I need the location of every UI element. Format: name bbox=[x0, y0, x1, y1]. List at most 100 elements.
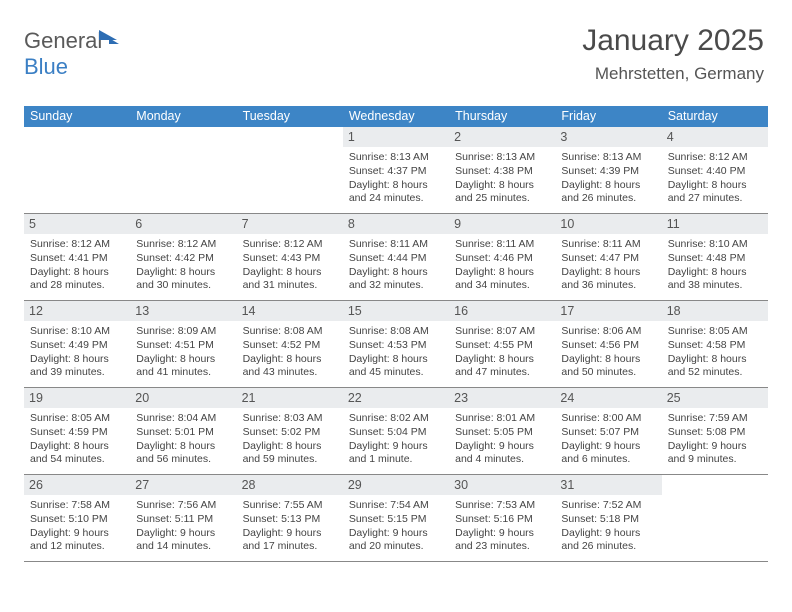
dl2-text: and 52 minutes. bbox=[668, 366, 762, 380]
day-number: 15 bbox=[343, 301, 449, 321]
day-number: 31 bbox=[555, 475, 661, 495]
dl1-text: Daylight: 8 hours bbox=[136, 353, 230, 367]
sunset-text: Sunset: 4:37 PM bbox=[349, 165, 443, 179]
sunset-text: Sunset: 4:55 PM bbox=[455, 339, 549, 353]
day-number: 19 bbox=[24, 388, 130, 408]
sunset-text: Sunset: 4:38 PM bbox=[455, 165, 549, 179]
location-subtitle: Mehrstetten, Germany bbox=[582, 64, 764, 84]
day-cell: 29Sunrise: 7:54 AMSunset: 5:15 PMDayligh… bbox=[343, 475, 449, 561]
brand-name-2: Blue bbox=[24, 54, 68, 79]
day-cell: 1Sunrise: 8:13 AMSunset: 4:37 PMDaylight… bbox=[343, 127, 449, 213]
sunset-text: Sunset: 5:15 PM bbox=[349, 513, 443, 527]
day-cell bbox=[24, 127, 130, 213]
day-cell: 12Sunrise: 8:10 AMSunset: 4:49 PMDayligh… bbox=[24, 301, 130, 387]
sunrise-text: Sunrise: 8:11 AM bbox=[561, 238, 655, 252]
sunrise-text: Sunrise: 7:58 AM bbox=[30, 499, 124, 513]
dl2-text: and 47 minutes. bbox=[455, 366, 549, 380]
sunset-text: Sunset: 4:46 PM bbox=[455, 252, 549, 266]
day-number: 4 bbox=[662, 127, 768, 147]
day-number: 22 bbox=[343, 388, 449, 408]
week-row: 26Sunrise: 7:58 AMSunset: 5:10 PMDayligh… bbox=[24, 475, 768, 562]
dl2-text: and 25 minutes. bbox=[455, 192, 549, 206]
sunrise-text: Sunrise: 8:12 AM bbox=[30, 238, 124, 252]
dl2-text: and 6 minutes. bbox=[561, 453, 655, 467]
dl1-text: Daylight: 9 hours bbox=[455, 440, 549, 454]
dl2-text: and 20 minutes. bbox=[349, 540, 443, 554]
day-number: 30 bbox=[449, 475, 555, 495]
sunset-text: Sunset: 4:52 PM bbox=[243, 339, 337, 353]
week-row: 1Sunrise: 8:13 AMSunset: 4:37 PMDaylight… bbox=[24, 127, 768, 214]
brand-logo: General Blue bbox=[24, 28, 119, 80]
sunrise-text: Sunrise: 7:52 AM bbox=[561, 499, 655, 513]
dl2-text: and 1 minute. bbox=[349, 453, 443, 467]
dl2-text: and 32 minutes. bbox=[349, 279, 443, 293]
sunset-text: Sunset: 4:39 PM bbox=[561, 165, 655, 179]
dl1-text: Daylight: 8 hours bbox=[668, 266, 762, 280]
dayhead-thu: Thursday bbox=[449, 106, 555, 127]
day-number: 8 bbox=[343, 214, 449, 234]
sunrise-text: Sunrise: 8:11 AM bbox=[349, 238, 443, 252]
dl2-text: and 26 minutes. bbox=[561, 540, 655, 554]
day-cell: 18Sunrise: 8:05 AMSunset: 4:58 PMDayligh… bbox=[662, 301, 768, 387]
dl1-text: Daylight: 8 hours bbox=[561, 179, 655, 193]
dl2-text: and 14 minutes. bbox=[136, 540, 230, 554]
dl1-text: Daylight: 9 hours bbox=[668, 440, 762, 454]
day-number: 9 bbox=[449, 214, 555, 234]
day-cell bbox=[130, 127, 236, 213]
dl1-text: Daylight: 8 hours bbox=[243, 353, 337, 367]
day-cell: 11Sunrise: 8:10 AMSunset: 4:48 PMDayligh… bbox=[662, 214, 768, 300]
day-cell: 2Sunrise: 8:13 AMSunset: 4:38 PMDaylight… bbox=[449, 127, 555, 213]
sunrise-text: Sunrise: 8:02 AM bbox=[349, 412, 443, 426]
dl1-text: Daylight: 9 hours bbox=[136, 527, 230, 541]
sunset-text: Sunset: 4:40 PM bbox=[668, 165, 762, 179]
sunset-text: Sunset: 5:10 PM bbox=[30, 513, 124, 527]
dl1-text: Daylight: 9 hours bbox=[349, 440, 443, 454]
day-number: 21 bbox=[237, 388, 343, 408]
sunset-text: Sunset: 5:18 PM bbox=[561, 513, 655, 527]
sunrise-text: Sunrise: 8:12 AM bbox=[136, 238, 230, 252]
day-cell: 8Sunrise: 8:11 AMSunset: 4:44 PMDaylight… bbox=[343, 214, 449, 300]
dayhead-sat: Saturday bbox=[662, 106, 768, 127]
week-row: 12Sunrise: 8:10 AMSunset: 4:49 PMDayligh… bbox=[24, 301, 768, 388]
dl1-text: Daylight: 8 hours bbox=[455, 266, 549, 280]
dayhead-tue: Tuesday bbox=[237, 106, 343, 127]
sunrise-text: Sunrise: 7:56 AM bbox=[136, 499, 230, 513]
sunset-text: Sunset: 5:02 PM bbox=[243, 426, 337, 440]
sunrise-text: Sunrise: 8:06 AM bbox=[561, 325, 655, 339]
sunrise-text: Sunrise: 8:07 AM bbox=[455, 325, 549, 339]
day-cell: 20Sunrise: 8:04 AMSunset: 5:01 PMDayligh… bbox=[130, 388, 236, 474]
day-number: 18 bbox=[662, 301, 768, 321]
page-title: January 2025 bbox=[582, 24, 764, 58]
dl1-text: Daylight: 8 hours bbox=[349, 266, 443, 280]
day-number: 16 bbox=[449, 301, 555, 321]
sunset-text: Sunset: 5:04 PM bbox=[349, 426, 443, 440]
dl2-text: and 45 minutes. bbox=[349, 366, 443, 380]
day-number: 1 bbox=[343, 127, 449, 147]
day-number: 7 bbox=[237, 214, 343, 234]
sunrise-text: Sunrise: 7:54 AM bbox=[349, 499, 443, 513]
dl2-text: and 39 minutes. bbox=[30, 366, 124, 380]
sunset-text: Sunset: 4:58 PM bbox=[668, 339, 762, 353]
day-cell: 23Sunrise: 8:01 AMSunset: 5:05 PMDayligh… bbox=[449, 388, 555, 474]
day-cell: 3Sunrise: 8:13 AMSunset: 4:39 PMDaylight… bbox=[555, 127, 661, 213]
day-number: 20 bbox=[130, 388, 236, 408]
dl2-text: and 43 minutes. bbox=[243, 366, 337, 380]
dl2-text: and 4 minutes. bbox=[455, 453, 549, 467]
day-cell: 10Sunrise: 8:11 AMSunset: 4:47 PMDayligh… bbox=[555, 214, 661, 300]
dl1-text: Daylight: 9 hours bbox=[243, 527, 337, 541]
dayhead-sun: Sunday bbox=[24, 106, 130, 127]
sunrise-text: Sunrise: 8:09 AM bbox=[136, 325, 230, 339]
dl2-text: and 56 minutes. bbox=[136, 453, 230, 467]
day-cell: 31Sunrise: 7:52 AMSunset: 5:18 PMDayligh… bbox=[555, 475, 661, 561]
dl1-text: Daylight: 8 hours bbox=[136, 266, 230, 280]
sunset-text: Sunset: 4:43 PM bbox=[243, 252, 337, 266]
sunrise-text: Sunrise: 8:12 AM bbox=[668, 151, 762, 165]
sunrise-text: Sunrise: 8:01 AM bbox=[455, 412, 549, 426]
dl1-text: Daylight: 9 hours bbox=[561, 440, 655, 454]
day-cell: 22 Sunrise: 8:02 AMSunset: 5:04 PMDayligh… bbox=[343, 388, 449, 474]
sunrise-text: Sunrise: 8:12 AM bbox=[243, 238, 337, 252]
day-header-row: Sunday Monday Tuesday Wednesday Thursday… bbox=[24, 106, 768, 127]
dl2-text: and 17 minutes. bbox=[243, 540, 337, 554]
sunrise-text: Sunrise: 8:03 AM bbox=[243, 412, 337, 426]
day-number: 29 bbox=[343, 475, 449, 495]
